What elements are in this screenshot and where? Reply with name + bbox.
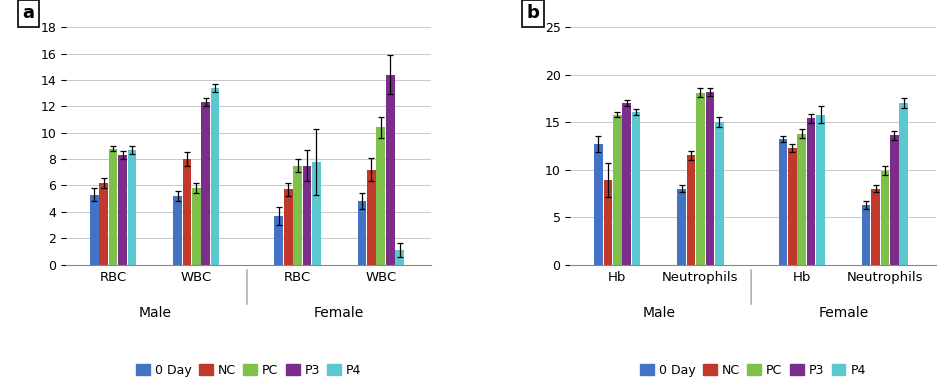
Bar (677, 189, 685, 265)
Bar (594, 144, 602, 265)
Bar (715, 122, 723, 265)
Bar (632, 112, 640, 265)
Text: b: b (526, 5, 539, 23)
Bar (385, 75, 395, 265)
Bar (880, 170, 888, 265)
Bar (274, 216, 283, 265)
Bar (118, 155, 126, 265)
Bar (705, 92, 714, 265)
Bar (395, 250, 403, 265)
Bar (603, 180, 612, 265)
Text: Female: Female (818, 306, 868, 320)
Bar (870, 189, 879, 265)
Bar (173, 196, 181, 265)
Text: Male: Male (642, 306, 675, 320)
Bar (889, 135, 898, 265)
Bar (376, 128, 385, 265)
Text: Female: Female (313, 306, 364, 320)
Bar (109, 149, 117, 265)
Bar (182, 159, 191, 265)
Bar (622, 103, 631, 265)
Bar (787, 148, 796, 265)
Bar (366, 170, 376, 265)
Bar (806, 118, 815, 265)
Bar (686, 155, 695, 265)
Bar (99, 183, 108, 265)
Bar (357, 201, 366, 265)
Bar (696, 93, 704, 265)
Bar (293, 166, 302, 265)
Bar (899, 103, 907, 265)
Bar (797, 133, 805, 265)
Bar (613, 114, 621, 265)
Legend: 0 Day, NC, PC, P3, P4: 0 Day, NC, PC, P3, P4 (634, 359, 869, 382)
Bar (127, 150, 136, 265)
Bar (283, 189, 293, 265)
Bar (861, 205, 869, 265)
Legend: 0 Day, NC, PC, P3, P4: 0 Day, NC, PC, P3, P4 (131, 359, 366, 382)
Bar (816, 114, 824, 265)
Bar (778, 139, 786, 265)
Text: Male: Male (138, 306, 171, 320)
Bar (90, 194, 98, 265)
Text: a: a (23, 5, 34, 23)
Bar (312, 162, 320, 265)
Bar (302, 166, 311, 265)
Bar (192, 188, 200, 265)
Bar (201, 102, 210, 265)
Bar (211, 88, 219, 265)
